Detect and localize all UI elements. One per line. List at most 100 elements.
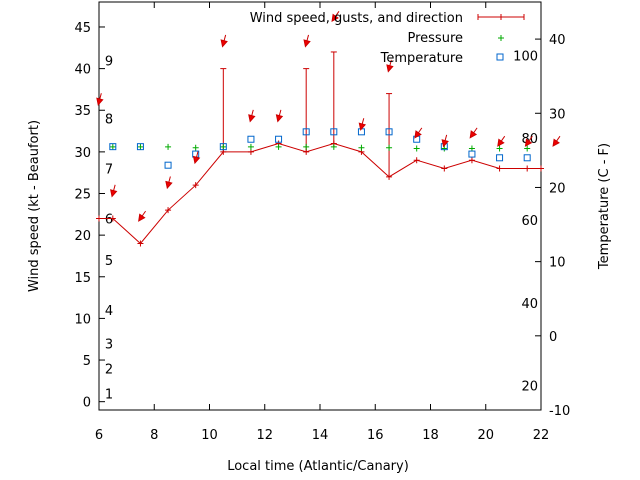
y-left-tick-label: 20: [74, 229, 91, 244]
wind-arrow: [192, 151, 201, 165]
y-left-tick-label: 30: [74, 146, 91, 161]
temperature-point: [496, 154, 504, 162]
pressure-point: [330, 143, 337, 150]
legend-label-wind: Wind speed, gusts, and direction: [250, 11, 463, 26]
y-right-tick-label: 10: [549, 256, 566, 271]
wind-point: [538, 165, 544, 172]
arrow-head: [358, 122, 367, 131]
wind-arrow: [497, 135, 506, 147]
pressure-point: [441, 145, 448, 152]
wind-arrow: [331, 10, 340, 23]
wind-point: [413, 157, 420, 164]
fahrenheit-label: 20: [521, 380, 538, 395]
pressure-point: [220, 143, 227, 150]
pressure-point: [192, 144, 199, 151]
wind-arrow: [524, 135, 533, 147]
wind-arrow: [552, 135, 561, 147]
y-left-tick-label: 5: [83, 354, 91, 369]
x-tick-label: 16: [367, 428, 384, 443]
temperature-point: [275, 135, 283, 143]
y-right-tick-label: -10: [549, 404, 570, 419]
beaufort-label: 9: [105, 54, 113, 69]
x-tick-labels: 6 8 10 12 14 16 18 20 22: [95, 428, 549, 443]
arrow-head: [96, 97, 104, 106]
fahrenheit-label: 100: [513, 49, 538, 64]
wind-arrow: [165, 176, 173, 190]
wind-point: [165, 207, 172, 214]
arrow-head: [497, 138, 505, 147]
arrow-head: [220, 39, 228, 48]
wind-point: [192, 182, 199, 189]
legend-label-pressure: Pressure: [407, 31, 463, 46]
wind-arrow: [220, 34, 228, 48]
y-left-tick-label: 10: [74, 312, 91, 327]
pressure-point: [247, 143, 254, 150]
wind-point: [496, 165, 503, 172]
wind-point: [386, 173, 393, 180]
legend: Wind speed, gusts, and direction Pressure…: [250, 11, 525, 66]
wind-point: [137, 240, 144, 247]
wind-arrow: [303, 34, 311, 48]
wind-point: [524, 165, 531, 172]
y-left-tick-label: 35: [74, 104, 91, 119]
arrow-head: [441, 139, 449, 148]
x-tick-label: 22: [533, 428, 550, 443]
gust-bars: [220, 51, 393, 177]
arrow-head: [248, 114, 256, 123]
pressure-point: [468, 145, 475, 152]
arrow-head: [552, 138, 560, 147]
y-right-tick-label: 30: [549, 107, 566, 122]
wind-arrow: [469, 127, 478, 139]
wind-arrow: [441, 134, 449, 148]
beaufort-label: 7: [105, 163, 113, 178]
y-left-tick-label: 0: [83, 396, 91, 411]
pressure-point: [386, 144, 393, 151]
pressure-series: [109, 143, 531, 152]
y-right-tick-labels: -10 0 10 20 30 40: [549, 33, 570, 419]
y-left-axis-label: Wind speed (kt - Beaufort): [27, 120, 42, 292]
pressure-point: [165, 143, 172, 150]
pressure-point: [109, 143, 116, 150]
x-tick-label: 12: [256, 428, 273, 443]
wind-arrow: [275, 109, 284, 123]
temperature-point: [302, 128, 310, 136]
temperature-point: [164, 161, 172, 169]
y-left-tick-labels: 0 5 10 15 20 25 30 35 40 45: [74, 21, 91, 411]
pressure-point: [303, 143, 310, 150]
legend-label-temperature: Temperature: [380, 51, 463, 66]
fahrenheit-label: 60: [521, 214, 538, 229]
arrow-head: [386, 64, 394, 73]
x-tick-label: 8: [150, 428, 158, 443]
arrow-head: [275, 114, 284, 123]
temperature-point: [219, 143, 227, 151]
pressure-point: [496, 145, 503, 152]
wind-arrow: [386, 59, 394, 73]
y-right-tick-label: 20: [549, 181, 566, 196]
y-left-tick-label: 25: [74, 188, 91, 203]
beaufort-label: 6: [105, 212, 113, 227]
wind-speed-line: [99, 143, 541, 245]
arrow-head: [165, 180, 173, 190]
y-right-tick-label: 40: [549, 33, 566, 48]
wind-point: [96, 215, 102, 222]
x-axis-label: Local time (Atlantic/Canary): [227, 459, 409, 474]
y-right-axis-label: Temperature (C - F): [597, 143, 612, 270]
temperature-point: [468, 150, 476, 158]
x-tick-label: 18: [422, 428, 439, 443]
y-right-tick-label: 0: [549, 330, 557, 345]
arrow-head: [138, 213, 146, 222]
wind-arrow: [414, 127, 423, 139]
x-tick-label: 6: [95, 428, 103, 443]
wind-arrow: [138, 210, 147, 222]
arrow-head: [524, 138, 533, 147]
beaufort-label: 8: [105, 113, 113, 128]
wind-series: [96, 140, 544, 247]
fahrenheit-label: 40: [521, 297, 538, 312]
arrow-head: [303, 39, 311, 48]
beaufort-label: 4: [105, 304, 113, 319]
axis-ticks: [98, 2, 542, 411]
temperature-point: [385, 128, 393, 136]
wind-arrow: [248, 109, 256, 123]
y-left-tick-label: 15: [74, 271, 91, 286]
